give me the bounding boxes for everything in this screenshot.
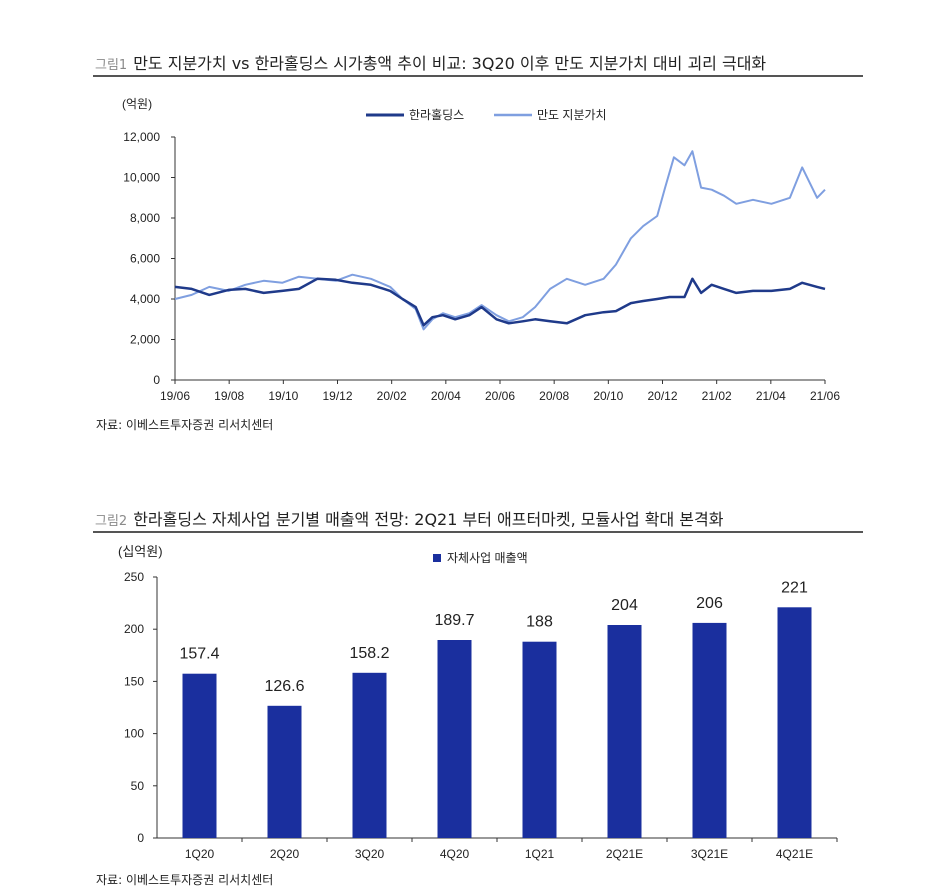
x-tick-label: 19/08 [214, 389, 244, 403]
bar-value-label: 204 [611, 597, 638, 614]
figure1-source: 자료: 이베스트투자증권 리서치센터 [96, 418, 274, 432]
y-axis-unit-label: (억원) [122, 97, 152, 111]
x-tick-label: 21/02 [702, 389, 732, 403]
legend-label-halla-holdings: 한라홀딩스 [409, 108, 464, 122]
legend-swatch-in-house-revenue [433, 554, 441, 562]
bar-value-label: 126.6 [264, 678, 304, 695]
bar-value-label: 188 [526, 614, 553, 631]
y-tick-label: 0 [137, 831, 144, 845]
y-axis-unit-label: (십억원) [118, 544, 163, 559]
x-tick-label: 21/04 [756, 389, 786, 403]
series-line-halla-holdings [174, 277, 826, 327]
y-tick-label: 2,000 [130, 333, 160, 347]
y-tick-label: 10,000 [123, 171, 160, 185]
bar [267, 705, 302, 838]
x-tick-label: 3Q20 [355, 847, 385, 861]
figure2-title-rule [93, 531, 863, 533]
x-tick-label: 19/10 [268, 389, 298, 403]
x-tick-label: 20/04 [431, 389, 461, 403]
x-tick-label: 2Q21E [606, 847, 643, 861]
y-tick-label: 6,000 [130, 252, 160, 266]
y-tick-label: 200 [124, 622, 144, 636]
figure2-number: 그림2 [95, 514, 128, 529]
y-tick-label: 12,000 [123, 130, 160, 144]
figure1-number: 그림1 [95, 58, 128, 73]
bar-value-label: 158.2 [349, 645, 389, 662]
x-tick-label: 20/08 [539, 389, 569, 403]
x-tick-label: 21/06 [810, 389, 840, 403]
bar [692, 622, 727, 838]
figure1-title-rule [93, 75, 863, 77]
bar-value-label: 189.7 [434, 612, 474, 629]
series-line-mando-stake-value [174, 150, 826, 331]
figure1-title: 그림1 만도 지분가치 vs 한라홀딩스 시가총액 추이 비교: 3Q20 이후 … [95, 50, 766, 74]
y-tick-label: 100 [124, 727, 144, 741]
y-tick-label: 150 [124, 674, 144, 688]
x-tick-label: 4Q21E [776, 847, 813, 861]
x-tick-label: 19/12 [322, 389, 352, 403]
bar [777, 607, 812, 838]
figure1-title-text: 만도 지분가치 vs 한라홀딩스 시가총액 추이 비교: 3Q20 이후 만도 … [133, 54, 767, 73]
figure2-title: 그림2 한라홀딩스 자체사업 분기별 매출액 전망: 2Q21 부터 애프터마켓,… [95, 506, 723, 530]
bar-value-label: 206 [696, 595, 723, 612]
y-tick-label: 0 [153, 373, 160, 387]
figure2-title-text: 한라홀딩스 자체사업 분기별 매출액 전망: 2Q21 부터 애프터마켓, 모듈… [133, 510, 724, 529]
x-tick-label: 20/12 [647, 389, 677, 403]
bar [182, 673, 217, 838]
x-tick-label: 1Q20 [185, 847, 215, 861]
bar-value-label: 157.4 [179, 646, 219, 663]
x-tick-label: 20/06 [485, 389, 515, 403]
y-tick-label: 50 [131, 779, 145, 793]
bar [522, 641, 557, 838]
y-tick-label: 4,000 [130, 292, 160, 306]
x-tick-label: 1Q21 [525, 847, 555, 861]
line-chart: (억원) 0 2,000 4,000 6,000 8,000 10,000 12,000 19/… [122, 97, 840, 403]
y-tick-label: 250 [124, 570, 144, 584]
figure2-source: 자료: 이베스트투자증권 리서치센터 [96, 873, 274, 887]
legend-label-in-house-revenue: 자체사업 매출액 [447, 551, 528, 565]
x-tick-label: 20/10 [593, 389, 623, 403]
x-tick-label: 2Q20 [270, 847, 300, 861]
x-tick-label: 3Q21E [691, 847, 728, 861]
y-tick-label: 8,000 [130, 211, 160, 225]
x-tick-label: 4Q20 [440, 847, 470, 861]
x-tick-label: 19/06 [160, 389, 190, 403]
bar [437, 640, 472, 838]
bar [607, 625, 642, 838]
x-tick-label: 20/02 [377, 389, 407, 403]
bar-value-label: 221 [781, 579, 808, 596]
bar [352, 672, 387, 838]
legend-label-mando-stake-value: 만도 지분가치 [537, 108, 607, 122]
